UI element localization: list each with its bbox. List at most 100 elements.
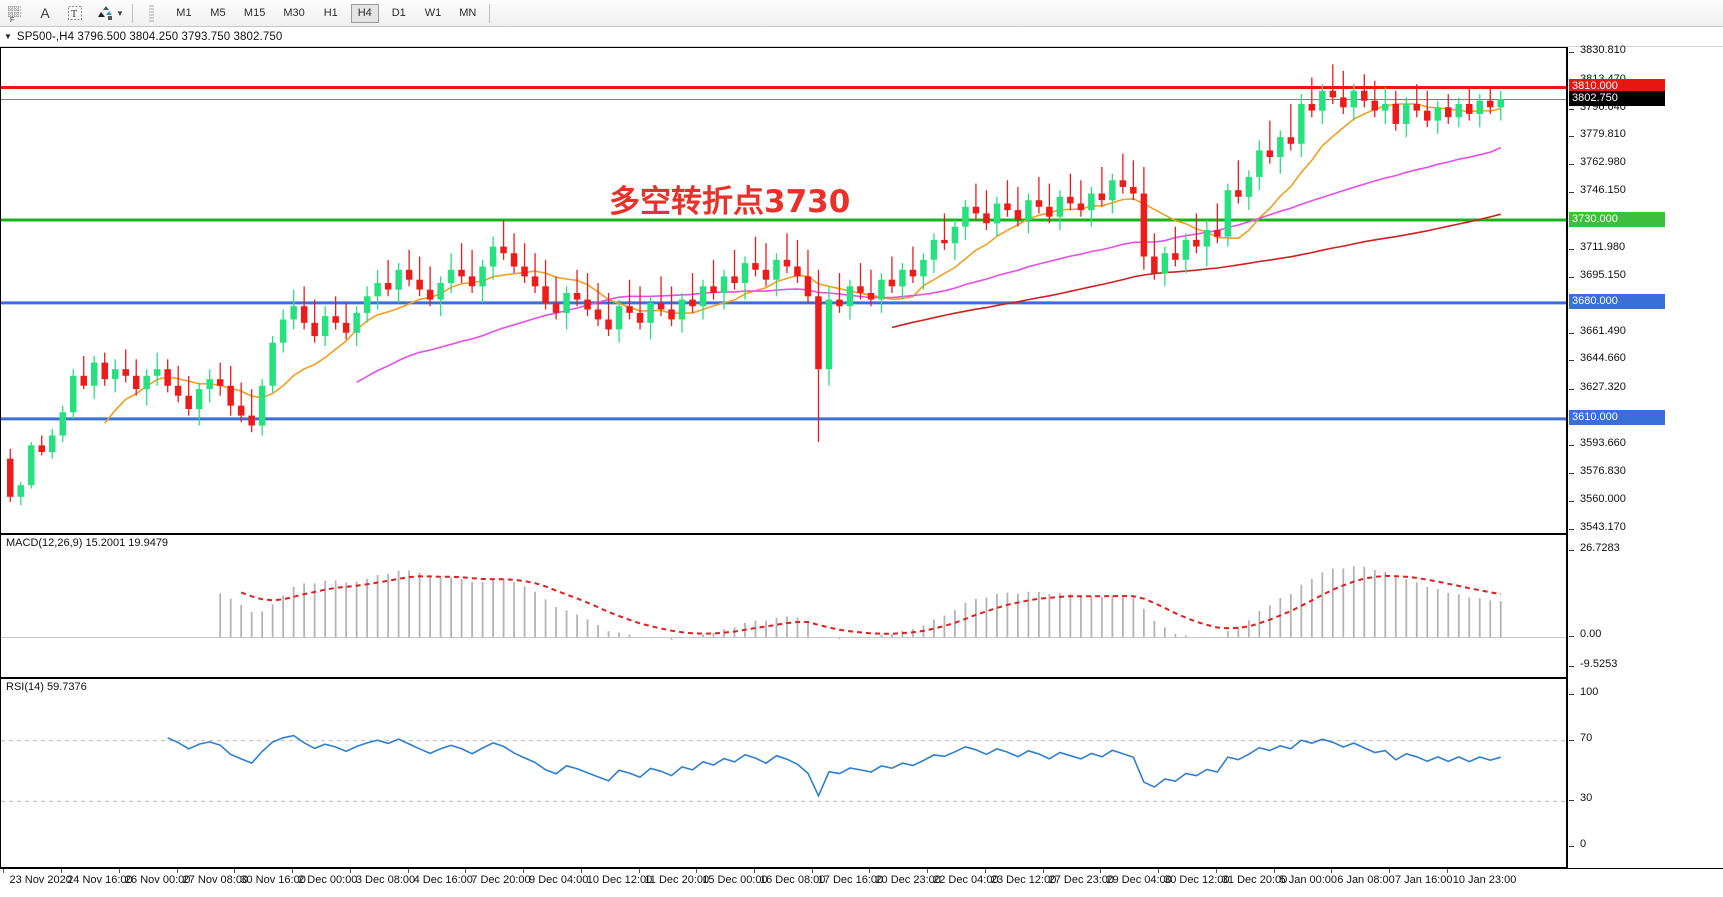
candlestick (174, 365, 182, 403)
candlestick (1287, 104, 1295, 151)
candlestick (615, 299, 623, 343)
time-axis-label: 10 Jan 23:00 (1446, 869, 1517, 886)
timeframe-d1[interactable]: D1 (391, 7, 406, 19)
candlestick (1266, 120, 1274, 164)
candlestick (668, 286, 675, 327)
horizontal-scrollbar[interactable] (0, 889, 1723, 897)
price-tick-label: 3576.830 (1580, 464, 1626, 477)
crosshair-f-icon[interactable]: F (0, 1, 30, 26)
candlestick (1371, 80, 1378, 118)
candlestick (1140, 167, 1148, 270)
candlestick (1214, 203, 1221, 244)
timeframe-mn[interactable]: MN (459, 7, 477, 19)
candlestick (552, 276, 560, 320)
candlestick (1466, 87, 1473, 121)
time-axis-label: 16 Dec 08:00 (753, 869, 826, 886)
price-chart-canvas (1, 64, 1566, 506)
candlestick (878, 273, 885, 313)
macd-canvas (1, 566, 1566, 640)
rsi-scale-axis[interactable]: 100 70 30 0 (1567, 678, 1723, 868)
candlestick (279, 309, 287, 353)
candlestick (1088, 186, 1095, 227)
rsi-line (167, 734, 1502, 798)
candlestick (374, 269, 381, 310)
candlestick (1077, 180, 1085, 217)
candlestick (1224, 183, 1232, 247)
time-axis-label: 7 Dec 20:00 (465, 869, 531, 886)
candlestick (573, 269, 581, 307)
text-label-icon[interactable]: A (40, 5, 50, 21)
timeframe-m30[interactable]: M30 (283, 7, 305, 19)
timeframe-m5[interactable]: M5 (210, 7, 226, 19)
candlestick (416, 256, 423, 297)
candlestick (636, 286, 644, 330)
macd-tick-label: 0.00 (1580, 628, 1602, 641)
price-tick-label: 3644.660 (1580, 352, 1626, 365)
price-tick-label: 3762.980 (1580, 156, 1626, 169)
time-axis-label: 3 Dec 08:00 (349, 869, 416, 886)
objects-icon[interactable] (90, 1, 120, 26)
price-scale-axis[interactable]: 3830.8103813.4703796.6403779.8103762.980… (1567, 43, 1723, 534)
candlestick (1277, 130, 1284, 174)
macd-label: MACD(12,26,9) 15.2001 19.9479 (6, 537, 169, 549)
price-tick-label: 3627.320 (1580, 381, 1626, 394)
timeframe-h4[interactable]: H4 (350, 3, 379, 23)
candlestick (1056, 190, 1064, 230)
symbol-bar: ▼ SP500-,H4 3796.500 3804.250 3793.750 3… (0, 27, 1723, 47)
candlestick (59, 405, 66, 443)
time-axis-label: 23 Dec 12:00 (984, 869, 1057, 886)
price-chart-panel[interactable]: 多空转折点3730 (0, 47, 1567, 534)
timeframe-m15[interactable]: M15 (243, 7, 266, 19)
candlestick (7, 448, 14, 502)
candlestick (164, 359, 171, 393)
timeframe-h1[interactable]: H1 (323, 7, 338, 19)
timeframe-w1[interactable]: W1 (424, 7, 442, 19)
rsi-tick-label: 70 (1580, 731, 1593, 744)
candlestick (1109, 173, 1116, 214)
candlestick (489, 236, 497, 280)
price-tick-label: 3830.810 (1580, 43, 1626, 56)
rsi-canvas (1, 734, 1566, 802)
time-axis-label: 30 Nov 16:00 (234, 869, 306, 886)
candlestick (678, 292, 686, 333)
time-axis-label: 6 Jan 08:00 (1331, 869, 1395, 886)
candlestick (951, 220, 959, 260)
symbol-collapse-caret[interactable]: ▼ (4, 32, 12, 41)
macd-scale-axis[interactable]: 26.7283 0.00 -9.5253 (1567, 534, 1723, 678)
candlestick (290, 289, 297, 330)
candlestick (122, 349, 129, 383)
price-tick-label: 3543.170 (1580, 520, 1626, 533)
last-price-tag: 3802.750 (1569, 90, 1665, 106)
candlestick (1497, 90, 1504, 121)
objects-dropdown-caret[interactable]: ▼ (116, 8, 124, 18)
macd-tick-label: 26.7283 (1580, 542, 1620, 554)
symbol-ohlc-text: SP500-,H4 3796.500 3804.250 3793.750 380… (16, 30, 283, 43)
rsi-panel[interactable]: RSI(14) 59.7376 (0, 678, 1567, 868)
candlestick (857, 263, 864, 300)
candlestick (80, 355, 87, 390)
text-box-icon[interactable]: T (60, 1, 90, 26)
candlestick (1203, 220, 1211, 267)
candlestick (752, 236, 759, 277)
time-axis-label: 29 Dec 04:00 (1100, 869, 1172, 886)
candlestick (689, 273, 696, 313)
macd-panel[interactable]: MACD(12,26,9) 15.2001 19.9479 (0, 534, 1567, 678)
candlestick (143, 369, 150, 406)
candlestick (70, 369, 77, 419)
svg-text:T: T (71, 9, 77, 20)
candlestick (185, 375, 192, 416)
candlestick (1193, 213, 1200, 254)
price-tick-label: 3593.660 (1580, 437, 1626, 449)
timeframe-m1[interactable]: M1 (176, 7, 192, 19)
candlestick (1382, 87, 1389, 124)
candlestick (195, 382, 203, 426)
time-axis-label: 17 Dec 16:00 (811, 869, 884, 886)
candlestick (1424, 90, 1431, 128)
price-tick-label: 3695.150 (1580, 268, 1626, 281)
candlestick (815, 269, 822, 443)
toolbar-separator (131, 3, 133, 23)
candlestick (1361, 74, 1368, 108)
candlestick (49, 428, 56, 459)
time-axis-label: 24 Nov 16:00 (61, 869, 133, 886)
price-tick-label: 3746.150 (1580, 184, 1626, 197)
